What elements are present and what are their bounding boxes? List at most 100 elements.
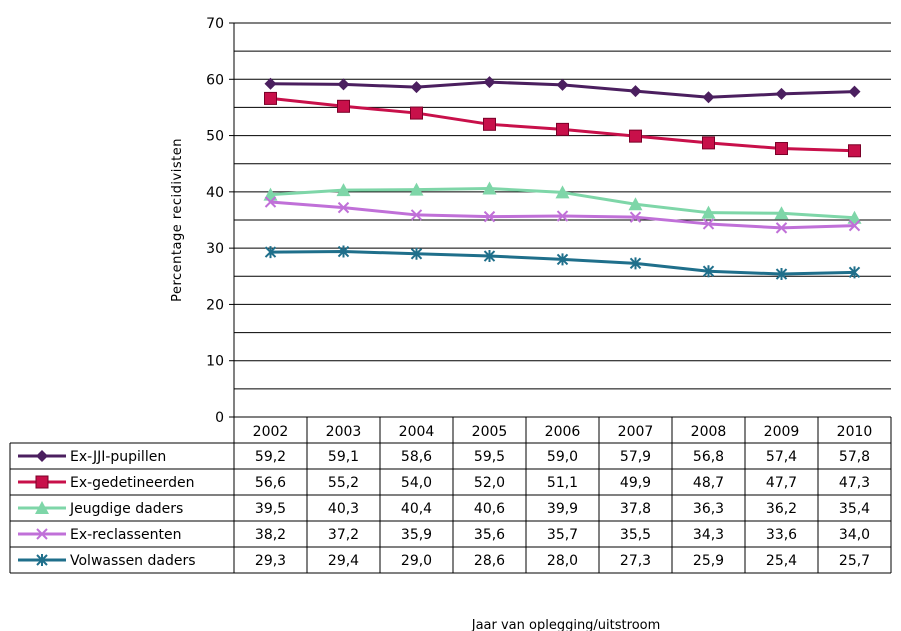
data-point [264, 246, 277, 259]
data-point [848, 266, 861, 279]
data-point [483, 210, 496, 223]
data-point [775, 268, 788, 281]
data-point [556, 78, 569, 91]
data-point [337, 78, 350, 91]
data-point [701, 205, 716, 219]
data-point [483, 76, 496, 89]
series-jeugdige-daders [263, 181, 862, 224]
data-label: 59,5 [474, 449, 505, 465]
data-label: 29,4 [328, 553, 359, 569]
data-point [847, 210, 862, 224]
y-tick-label: 40 [206, 185, 224, 201]
data-point [337, 245, 350, 258]
data-point [702, 136, 715, 150]
x-tick-label: 2008 [691, 424, 727, 440]
data-point [483, 250, 496, 263]
x-tick-label: 2003 [326, 424, 362, 440]
data-point [36, 554, 48, 566]
data-point [337, 201, 350, 214]
x-tick-label: 2010 [837, 424, 873, 440]
data-point [848, 85, 861, 98]
legend-label: Ex-reclassenten [70, 527, 181, 543]
data-table: 2002 2003 2004 2005 2006 2007 2008 2009 2010 Ex-J… [9, 416, 892, 574]
legend-label: Ex-JJI-pupillen [70, 449, 166, 465]
data-label: 47,3 [839, 475, 870, 491]
data-point [629, 211, 642, 223]
data-point [35, 501, 49, 514]
data-label: 47,7 [766, 475, 797, 491]
data-point [702, 218, 715, 230]
data-label: 52,0 [474, 475, 505, 491]
data-point [337, 99, 350, 113]
data-point [629, 129, 642, 143]
y-tick-label: 70 [206, 16, 224, 32]
data-point [410, 209, 423, 221]
data-point [410, 106, 423, 120]
data-point [36, 528, 48, 540]
y-tick-label: 10 [206, 354, 224, 370]
data-label: 29,0 [401, 553, 432, 569]
data-label: 35,6 [474, 527, 505, 543]
data-point [482, 181, 497, 195]
data-point [410, 247, 423, 260]
data-point [556, 253, 569, 266]
data-label: 34,3 [693, 527, 724, 543]
data-label: 57,4 [766, 449, 797, 465]
data-label: 33,6 [766, 527, 797, 543]
data-point [36, 450, 48, 462]
data-label: 35,5 [620, 527, 651, 543]
data-point [336, 183, 351, 197]
x-tick-label: 2002 [253, 424, 289, 440]
data-label: 51,1 [547, 475, 578, 491]
y-tick-label: 20 [206, 297, 224, 313]
legend-key [18, 528, 66, 540]
y-tick-label: 60 [206, 72, 224, 88]
data-label: 35,7 [547, 527, 578, 543]
data-point [264, 77, 277, 90]
data-label: 28,6 [474, 553, 505, 569]
series-volwassen-daders [264, 245, 861, 281]
data-point [775, 222, 788, 234]
data-label: 57,8 [839, 449, 870, 465]
data-label: 56,6 [255, 475, 286, 491]
data-label: 36,2 [766, 501, 797, 517]
data-point [774, 206, 789, 220]
data-point [264, 196, 277, 208]
data-label: 39,9 [547, 501, 578, 517]
data-label: 34,0 [839, 527, 870, 543]
legend-key [18, 450, 66, 462]
data-point [483, 117, 496, 131]
data-label: 35,9 [401, 527, 432, 543]
data-point [555, 185, 570, 199]
data-label: 40,3 [328, 501, 359, 517]
series-group [263, 76, 862, 281]
data-label: 29,3 [255, 553, 286, 569]
data-label: 59,2 [255, 449, 286, 465]
data-label: 35,4 [839, 501, 870, 517]
data-label: 40,6 [474, 501, 505, 517]
data-point [775, 87, 788, 100]
x-tick-label: 2005 [472, 424, 508, 440]
data-label: 59,0 [547, 449, 578, 465]
data-point [409, 182, 424, 196]
legend-key [18, 475, 66, 489]
data-point [556, 122, 569, 136]
data-point [410, 81, 423, 94]
data-point [702, 265, 715, 278]
data-label: 37,8 [620, 501, 651, 517]
data-label: 28,0 [547, 553, 578, 569]
series-ex-gedetineerden [264, 91, 861, 158]
data-label: 57,9 [620, 449, 651, 465]
data-label: 59,1 [328, 449, 359, 465]
series-ex-reclassenten [264, 196, 861, 234]
y-axis-ticks: 0 10 20 30 40 50 60 70 [206, 16, 224, 426]
data-label: 49,9 [620, 475, 651, 491]
data-label: 37,2 [328, 527, 359, 543]
legend-label: Volwassen daders [70, 553, 196, 569]
data-label: 25,4 [766, 553, 797, 569]
legend-label: Ex-gedetineerden [70, 475, 195, 491]
data-point [848, 144, 861, 158]
data-point [35, 475, 49, 489]
x-tick-label: 2007 [618, 424, 654, 440]
